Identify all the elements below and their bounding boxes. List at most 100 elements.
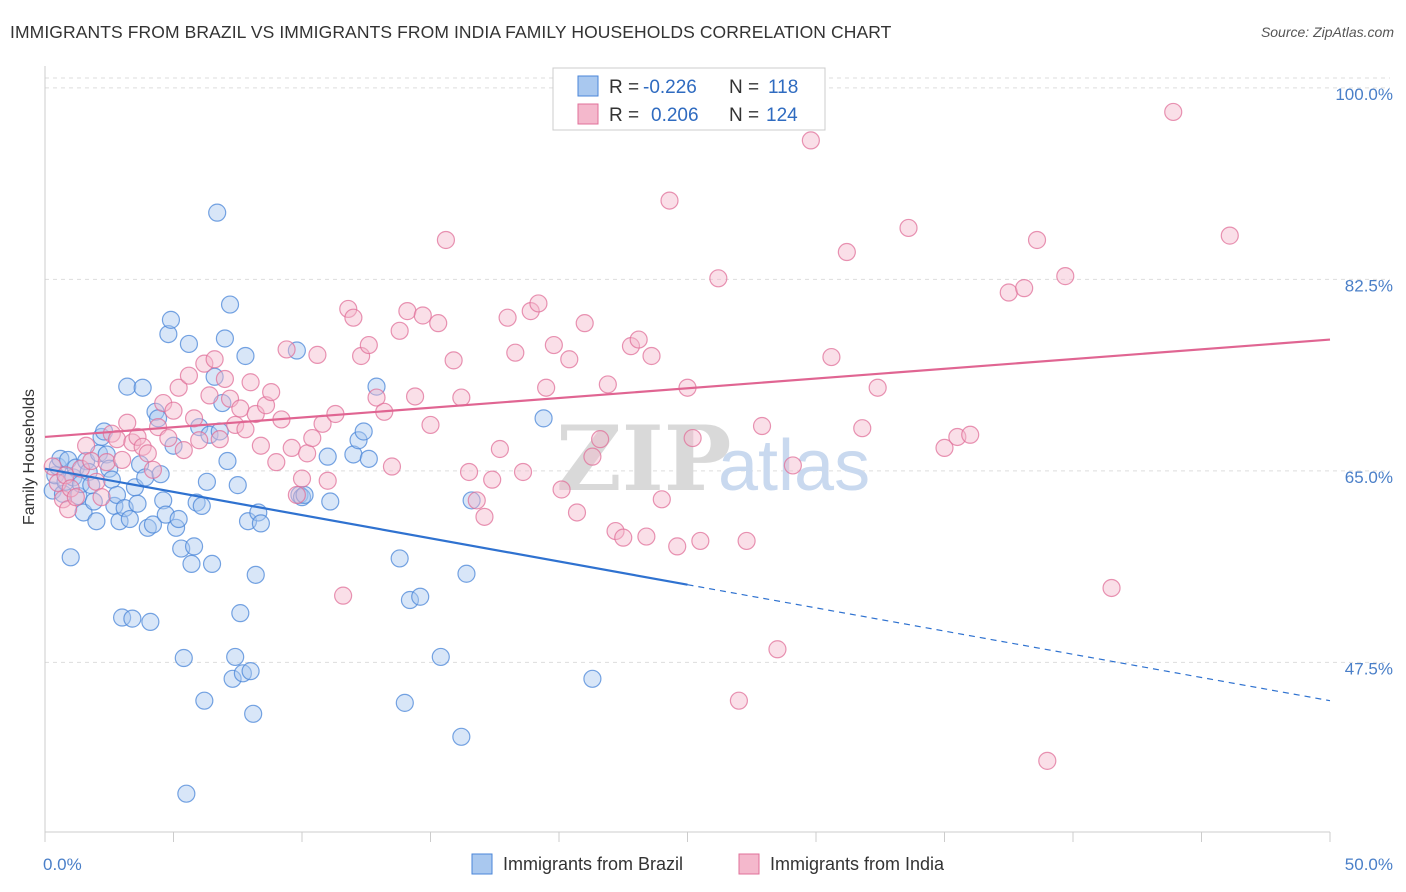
point-india-29 xyxy=(184,409,204,428)
point-brazil-17 xyxy=(87,512,106,531)
point-brazil-33 xyxy=(128,494,147,513)
legend-n-label-brazil: N = xyxy=(729,77,759,98)
point-india-38 xyxy=(231,399,250,418)
point-brazil-59 xyxy=(195,691,214,710)
point-india-6 xyxy=(66,488,85,507)
point-brazil-31 xyxy=(123,609,142,628)
series-brazil-points xyxy=(43,203,602,803)
chart-title: IMMIGRANTS FROM BRAZIL VS IMMIGRANTS FRO… xyxy=(10,22,892,42)
point-india-114 xyxy=(853,419,872,438)
point-india-50 xyxy=(292,469,312,488)
point-india-77 xyxy=(483,470,502,489)
point-brazil-71 xyxy=(226,647,245,667)
point-india-7 xyxy=(71,459,91,478)
point-brazil-73 xyxy=(231,604,250,623)
point-india-99 xyxy=(652,490,671,509)
legend-swatch-india xyxy=(577,103,599,125)
point-india-79 xyxy=(498,308,517,327)
point-brazil-67 xyxy=(215,329,234,348)
point-brazil-75 xyxy=(236,346,255,366)
legend-r-value-india: 0.206 xyxy=(651,105,699,126)
point-brazil-7 xyxy=(61,548,80,567)
y-tick-label-0: 47.5% xyxy=(1345,659,1393,678)
legend-n-value-india: 124 xyxy=(766,105,798,126)
point-india-62 xyxy=(367,388,386,407)
point-brazil-52 xyxy=(177,784,196,803)
point-india-123 xyxy=(1038,751,1057,770)
point-india-82 xyxy=(521,302,540,321)
legend-r-label-brazil: R = xyxy=(609,77,639,98)
point-india-71 xyxy=(436,230,456,250)
point-brazil-98 xyxy=(452,727,471,746)
point-india-37 xyxy=(226,415,245,435)
point-india-109 xyxy=(768,640,787,659)
point-india-15 xyxy=(112,450,132,470)
point-india-84 xyxy=(537,378,556,397)
point-india-39 xyxy=(236,420,255,439)
point-india-115 xyxy=(868,378,887,397)
point-india-52 xyxy=(303,428,322,448)
point-india-40 xyxy=(241,373,260,392)
bottom-legend-swatch-brazil xyxy=(471,853,493,875)
point-brazil-91 xyxy=(359,449,378,468)
point-india-121 xyxy=(1015,279,1034,298)
point-india-13 xyxy=(102,424,121,443)
legend-r-value-brazil: -0.226 xyxy=(643,77,697,98)
point-brazil-86 xyxy=(318,447,337,466)
point-india-44 xyxy=(262,382,281,402)
point-brazil-95 xyxy=(400,590,420,610)
point-brazil-35 xyxy=(133,378,152,397)
stats-legend: R = -0.226 N = 118 R = 0.206 N = 124 xyxy=(552,67,826,131)
point-brazil-39 xyxy=(143,515,163,534)
point-india-100 xyxy=(660,191,679,210)
y-tick-label-3: 100.0% xyxy=(1335,85,1393,104)
point-india-35 xyxy=(215,369,234,389)
point-india-92 xyxy=(598,375,617,394)
point-brazil-99 xyxy=(457,564,476,583)
point-india-101 xyxy=(668,537,687,556)
point-india-75 xyxy=(467,491,486,510)
point-india-21 xyxy=(143,460,163,479)
trend-line-india xyxy=(44,338,1331,439)
point-india-47 xyxy=(277,340,296,359)
x-tick-label-1: 50.0% xyxy=(1345,855,1393,874)
point-india-31 xyxy=(195,354,214,373)
point-india-73 xyxy=(452,388,471,407)
point-brazil-77 xyxy=(241,662,260,681)
point-india-18 xyxy=(128,427,147,447)
point-india-124 xyxy=(1056,267,1075,286)
point-brazil-89 xyxy=(349,431,368,450)
point-brazil-72 xyxy=(228,476,247,495)
point-india-74 xyxy=(459,462,479,482)
point-brazil-58 xyxy=(192,496,211,516)
point-india-104 xyxy=(691,531,710,551)
point-brazil-78 xyxy=(244,704,263,723)
point-brazil-90 xyxy=(354,422,373,441)
axes xyxy=(44,66,1331,842)
point-india-57 xyxy=(334,586,353,605)
point-india-68 xyxy=(413,306,432,325)
point-brazil-54 xyxy=(182,554,201,574)
watermark-zip: ZIP xyxy=(556,406,731,512)
point-india-85 xyxy=(544,335,563,355)
point-india-12 xyxy=(97,453,116,472)
point-india-42 xyxy=(251,436,270,455)
point-india-78 xyxy=(490,439,509,459)
point-brazil-101 xyxy=(534,409,553,428)
point-india-127 xyxy=(1220,226,1239,245)
point-brazil-55 xyxy=(184,537,204,556)
point-india-26 xyxy=(169,378,188,397)
point-india-28 xyxy=(179,366,199,385)
point-india-120 xyxy=(999,283,1018,302)
point-brazil-100 xyxy=(462,491,481,510)
point-brazil-3 xyxy=(51,449,70,468)
point-india-64 xyxy=(382,457,402,476)
y-tick-label-1: 65.0% xyxy=(1345,468,1393,487)
point-brazil-61 xyxy=(200,425,219,444)
point-brazil-69 xyxy=(220,295,240,314)
point-brazil-37 xyxy=(138,518,157,537)
point-brazil-30 xyxy=(120,509,139,529)
point-brazil-62 xyxy=(202,554,222,574)
point-brazil-46 xyxy=(161,310,181,329)
